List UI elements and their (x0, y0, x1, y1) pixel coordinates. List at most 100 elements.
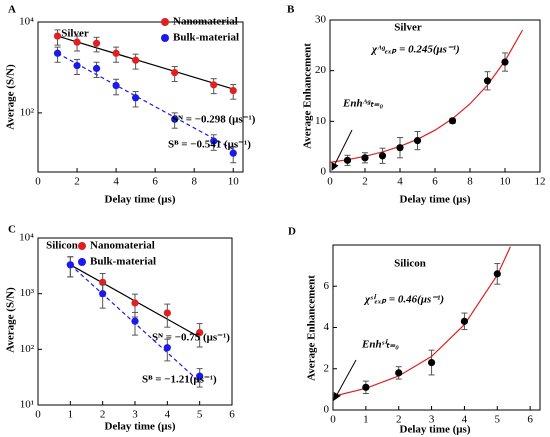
data-point (66, 261, 74, 269)
x-tick-label: 10 (228, 176, 240, 188)
plot-frame (37, 21, 244, 173)
x-tick-label: 3 (132, 409, 138, 421)
x-tick-label: 0 (35, 176, 41, 188)
x-tick-label: 2 (100, 409, 106, 421)
data-point (427, 358, 436, 367)
panel-letter: C (8, 224, 16, 236)
legend-marker (161, 18, 169, 26)
y-axis-label: Average Enhancement (306, 275, 318, 381)
data-point (53, 32, 62, 40)
x-tick-label: 0 (327, 176, 333, 188)
data-point (53, 49, 62, 57)
x-tick-label: 4 (113, 176, 119, 188)
y-tick-label: 6 (324, 280, 330, 292)
y-tick-label: 10 (315, 115, 327, 127)
data-point (112, 49, 120, 57)
data-point (163, 344, 171, 352)
y-axis-label: Average Enhancement (302, 43, 314, 149)
data-point (73, 38, 81, 46)
y-tick-label: 20 (315, 64, 327, 76)
data-point (99, 290, 107, 298)
annotation: Sᴺ = −0.298 (μs⁻¹) (172, 114, 256, 126)
data-point (171, 115, 179, 123)
x-tick-label: 3 (429, 414, 435, 426)
x-tick-label: 4 (462, 414, 468, 426)
panel-title: Silver (61, 28, 89, 40)
x-tick-label: 6 (527, 414, 533, 426)
data-point (343, 156, 352, 164)
y-tick-label: 10⁴ (19, 16, 34, 28)
data-point (112, 81, 120, 90)
annotation: Enhᴬᵍₜ₌₀ (342, 98, 383, 110)
data-point (483, 77, 492, 85)
x-tick-label: 8 (467, 176, 473, 188)
x-tick-label: 6 (152, 176, 158, 188)
fit-line (57, 35, 234, 90)
legend-label: Bulk-material (90, 256, 156, 268)
data-point (196, 328, 204, 337)
data-point (378, 152, 387, 160)
y-tick-label: 30 (315, 14, 327, 26)
x-tick-label: 8 (191, 176, 197, 188)
panel-title: Silicon (394, 258, 426, 270)
y-tick-label: 10⁴ (19, 232, 34, 244)
x-tick-label: 4 (397, 176, 403, 188)
fit-line (57, 52, 234, 150)
data-point (131, 299, 139, 307)
y-axis-label: Average (S/N) (5, 64, 17, 130)
x-axis-label: Delay time (μs) (105, 421, 176, 433)
x-tick-label: 0 (35, 409, 41, 421)
data-point (132, 94, 140, 102)
y-tick-label: 2 (324, 362, 330, 374)
data-point (92, 64, 101, 73)
x-tick-label: 4 (165, 409, 171, 421)
x-tick-label: 12 (535, 176, 546, 188)
legend-marker (161, 34, 169, 42)
data-point (132, 56, 140, 64)
annotation: Sᴺ = −0.75 (μs⁻¹) (152, 332, 230, 344)
legend-label: Bulk-material (173, 32, 239, 44)
annotation-arrow (333, 359, 357, 401)
y-tick-label: 10² (20, 343, 35, 355)
legend-label: Nanomaterial (173, 16, 238, 28)
data-point (493, 270, 501, 278)
data-point (448, 117, 457, 125)
data-point (229, 149, 237, 157)
x-axis-label: Delay time (μs) (105, 194, 176, 206)
data-point (501, 58, 509, 66)
data-point (196, 372, 204, 380)
data-point (361, 154, 369, 162)
panel-letter: B (287, 4, 295, 16)
data-point (131, 317, 139, 325)
x-tick-label: 0 (330, 414, 336, 426)
panel-title: Silicon (46, 240, 78, 252)
data-point (396, 144, 404, 152)
x-tick-label: 2 (396, 414, 402, 426)
data-point (460, 317, 469, 325)
x-tick-label: 10 (500, 176, 512, 188)
y-tick-label: 4 (324, 321, 330, 333)
legend-label: Nanomaterial (90, 240, 155, 252)
panel-title: Silver (394, 22, 422, 34)
y-tick-label: 10² (20, 106, 35, 118)
x-tick-label: 6 (432, 176, 438, 188)
x-axis-label: Delay time (μs) (400, 424, 471, 436)
data-point (395, 369, 403, 377)
annotation: χˢⁱₑₓₚ = 0.46(μs⁻¹) (363, 294, 444, 306)
x-tick-label: 5 (495, 414, 501, 426)
x-tick-label: 2 (74, 176, 80, 188)
data-point (229, 86, 237, 95)
data-point (73, 61, 81, 70)
data-point (210, 137, 218, 145)
data-point (171, 68, 179, 77)
legend-marker (78, 242, 86, 250)
data-point (413, 136, 422, 145)
y-axis-label: Average (S/N) (5, 287, 17, 353)
panel-letter: D (288, 226, 296, 238)
panel-letter: A (8, 4, 16, 16)
annotation-arrow (331, 129, 353, 171)
data-point (362, 383, 370, 391)
annotation: Sᴮ = −0.541 (μs⁻¹) (168, 139, 251, 151)
data-point (99, 278, 107, 286)
